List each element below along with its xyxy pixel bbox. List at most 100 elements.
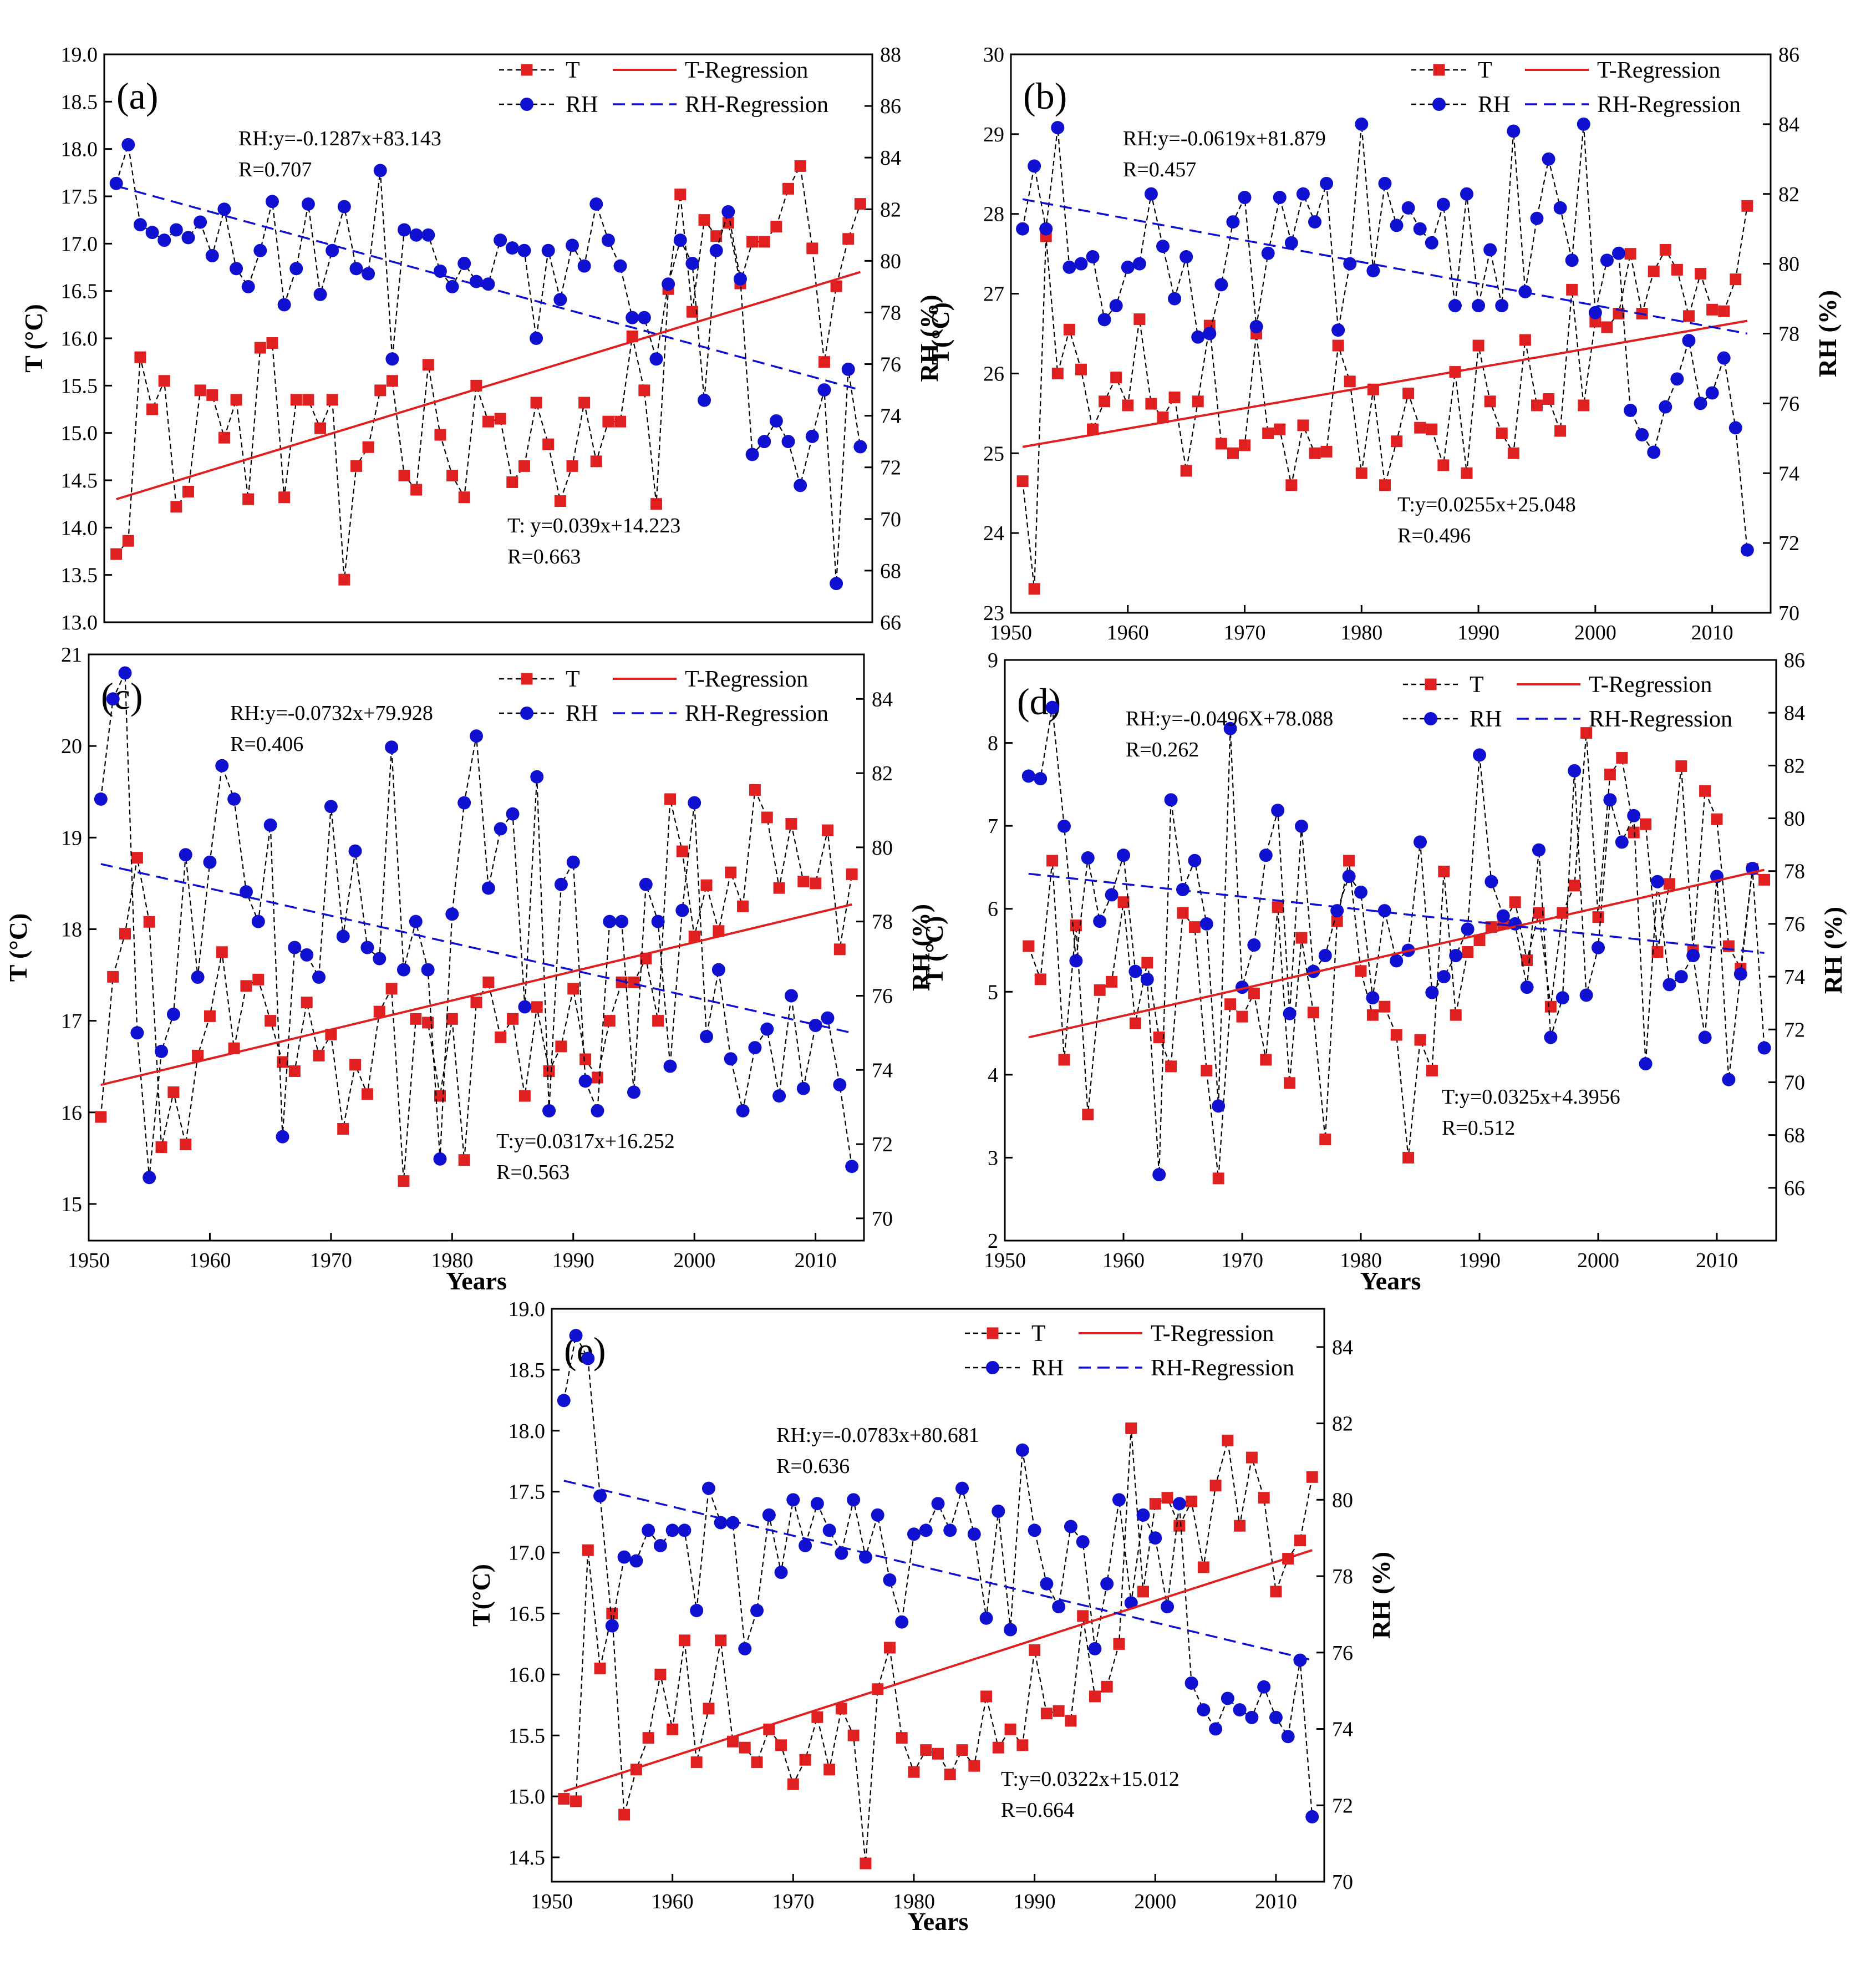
data-point-T bbox=[386, 375, 398, 387]
data-point-RH bbox=[1425, 236, 1438, 250]
legend-label-T: T bbox=[566, 58, 580, 83]
y-tick-label: 14.5 bbox=[61, 469, 98, 492]
data-point-T bbox=[787, 1778, 799, 1790]
regression-equation-label: R=0.496 bbox=[1397, 524, 1471, 547]
data-point-RH bbox=[841, 362, 855, 376]
data-point-T bbox=[956, 1744, 968, 1756]
data-point-T bbox=[313, 1049, 325, 1061]
data-point-RH bbox=[1247, 938, 1261, 952]
data-point-T bbox=[1294, 1535, 1306, 1547]
data-point-T bbox=[1390, 1029, 1402, 1041]
data-point-RH bbox=[1449, 949, 1463, 963]
data-point-RH bbox=[1568, 764, 1582, 778]
data-point-RH bbox=[1565, 253, 1579, 267]
y-tick-label: 23 bbox=[983, 602, 1004, 625]
data-point-T bbox=[725, 866, 737, 878]
data-point-RH bbox=[133, 218, 147, 232]
data-point-RH bbox=[1686, 949, 1700, 963]
y2-tick-label: 80 bbox=[1784, 807, 1805, 831]
legend-label-T-regression: T-Regression bbox=[1589, 672, 1712, 698]
data-point-RH bbox=[263, 818, 277, 832]
data-point-RH bbox=[762, 1508, 776, 1522]
x-axis-title: Years bbox=[908, 1907, 969, 1935]
y2-tick-label: 76 bbox=[880, 353, 901, 377]
data-point-T bbox=[883, 1642, 896, 1654]
data-point-RH bbox=[1331, 323, 1345, 337]
data-point-T bbox=[506, 476, 518, 488]
data-point-T bbox=[1640, 818, 1652, 830]
data-point-T bbox=[1082, 1109, 1094, 1121]
y2-tick-label: 82 bbox=[1332, 1413, 1353, 1436]
data-point-RH bbox=[1355, 117, 1369, 131]
data-point-RH bbox=[409, 915, 423, 928]
data-point-T bbox=[1624, 248, 1636, 260]
data-point-RH bbox=[665, 1523, 679, 1537]
data-point-RH bbox=[1473, 748, 1486, 762]
data-point-T bbox=[1029, 1644, 1041, 1656]
data-point-RH bbox=[362, 267, 375, 281]
data-point-T bbox=[1209, 1480, 1222, 1492]
x-tick-label: 2000 bbox=[1577, 1249, 1619, 1272]
data-point-RH bbox=[805, 429, 819, 443]
data-point-T bbox=[518, 1090, 531, 1102]
data-point-T bbox=[1682, 310, 1695, 322]
data-point-T bbox=[1758, 873, 1771, 886]
data-point-RH bbox=[194, 215, 207, 229]
data-point-RH bbox=[1627, 809, 1641, 822]
legend-swatch-RH-marker bbox=[520, 98, 533, 111]
legend-label-RH: RH bbox=[1478, 92, 1510, 118]
data-point-RH bbox=[1532, 843, 1545, 857]
data-point-RH bbox=[1015, 1443, 1029, 1457]
data-point-T bbox=[1165, 1060, 1177, 1073]
data-point-T bbox=[1051, 367, 1064, 379]
y2-tick-label: 86 bbox=[1784, 649, 1805, 672]
data-point-T bbox=[1117, 896, 1130, 908]
data-point-RH bbox=[313, 287, 327, 301]
data-point-T bbox=[531, 1001, 543, 1013]
data-point-T bbox=[1521, 954, 1533, 966]
data-point-RH bbox=[714, 1516, 728, 1530]
data-point-T bbox=[252, 973, 265, 985]
data-point-RH bbox=[1184, 1676, 1198, 1690]
y-tick-label: 2 bbox=[988, 1230, 998, 1253]
data-point-RH bbox=[215, 759, 229, 773]
plot-frame bbox=[103, 53, 873, 623]
data-point-RH bbox=[931, 1497, 945, 1511]
regression-equation-label: RH:y=-0.0496X+78.088 bbox=[1126, 707, 1333, 730]
data-point-T bbox=[216, 946, 228, 958]
y-tick-label: 4 bbox=[988, 1064, 998, 1087]
legend-swatch-T-marker bbox=[521, 673, 533, 685]
data-point-T bbox=[1507, 447, 1519, 459]
data-point-T bbox=[1125, 1422, 1137, 1434]
y-tick-label: 19.0 bbox=[61, 43, 98, 67]
x-tick-label: 2000 bbox=[1574, 621, 1616, 644]
data-point-T bbox=[1145, 398, 1157, 410]
data-point-T bbox=[1366, 1009, 1379, 1021]
data-point-T bbox=[830, 280, 842, 292]
data-point-T bbox=[567, 983, 579, 995]
data-point-RH bbox=[130, 1026, 144, 1040]
data-point-RH bbox=[774, 1566, 788, 1579]
y-tick-label: 27 bbox=[983, 283, 1004, 306]
data-point-T bbox=[920, 1744, 932, 1756]
data-point-RH bbox=[760, 1022, 774, 1036]
x-tick-label: 2010 bbox=[1696, 1249, 1738, 1272]
x-tick-label: 2000 bbox=[673, 1249, 715, 1272]
data-point-RH bbox=[1188, 854, 1202, 867]
regression-line-T-Regression bbox=[116, 271, 861, 501]
data-point-RH bbox=[481, 881, 495, 895]
data-point-T bbox=[180, 1139, 192, 1151]
y-tick-label: 16.0 bbox=[61, 327, 98, 350]
data-point-RH bbox=[1214, 278, 1228, 292]
data-point-T bbox=[688, 931, 700, 943]
data-point-T bbox=[230, 394, 242, 406]
data-point-T bbox=[678, 1634, 690, 1647]
data-point-RH bbox=[1016, 222, 1030, 236]
data-point-RH bbox=[457, 796, 471, 810]
data-point-T bbox=[667, 1723, 679, 1735]
data-point-RH bbox=[1717, 351, 1731, 365]
legend-label-T: T bbox=[566, 667, 580, 692]
regression-line-T-Regression bbox=[100, 903, 852, 1086]
legend-swatch-T-marker bbox=[1433, 64, 1445, 76]
y-tick-label: 16.5 bbox=[509, 1602, 546, 1625]
